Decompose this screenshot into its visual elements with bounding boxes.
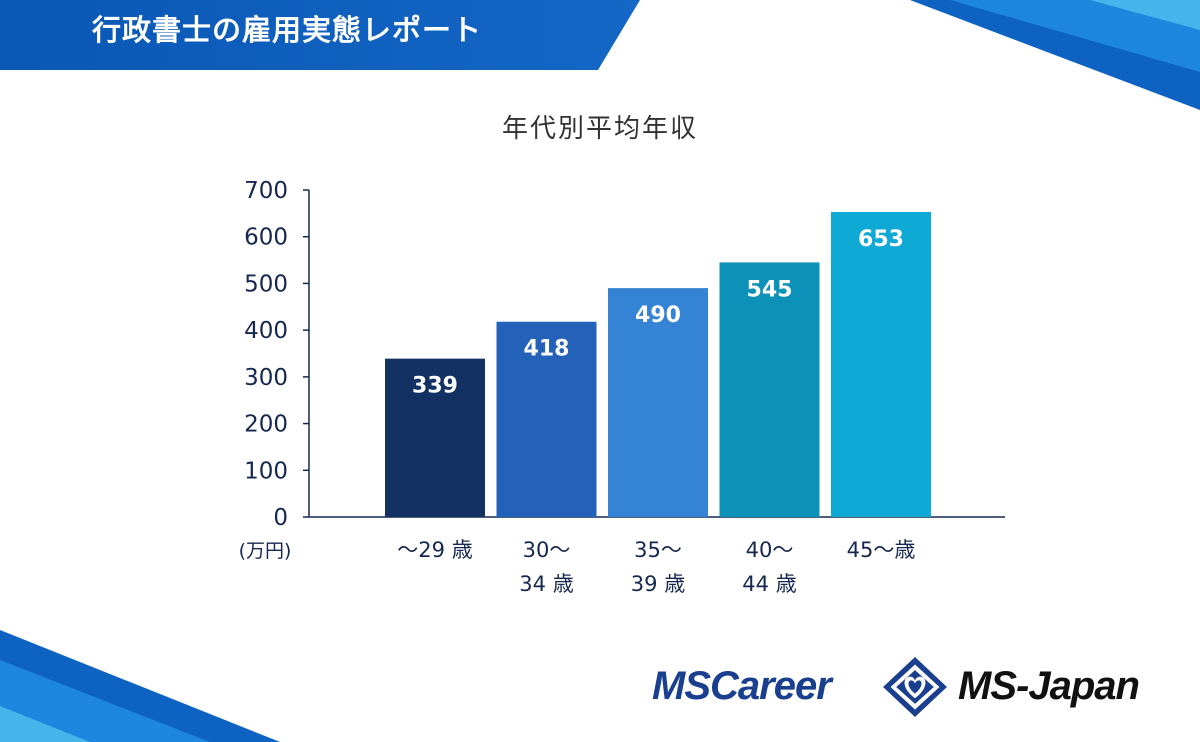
bar-value-label: 418 <box>524 337 570 362</box>
bar <box>496 321 597 517</box>
y-tick-label: 200 <box>244 412 288 438</box>
x-tick-label: 34 歳 <box>519 572 573 596</box>
bar-value-label: 653 <box>858 227 904 252</box>
x-tick-label: 〜29 歳 <box>397 538 472 562</box>
y-tick-label: 700 <box>244 178 288 204</box>
y-tick-label: 600 <box>244 225 288 251</box>
y-tick-label: 300 <box>244 365 288 391</box>
x-tick-label: 30〜 <box>523 538 571 562</box>
diamond-heart-logo-icon <box>883 656 947 718</box>
y-unit-label: (万円) <box>239 540 292 562</box>
header-banner <box>0 0 640 70</box>
chart-title: 年代別平均年収 <box>501 114 698 144</box>
bar <box>831 211 931 517</box>
bar <box>385 358 485 517</box>
x-tick-label: 45〜歳 <box>847 538 916 562</box>
bar-value-label: 490 <box>635 303 681 328</box>
y-tick-label: 400 <box>244 318 288 344</box>
x-tick-label: 44 歳 <box>742 572 796 596</box>
x-tick-label: 40〜 <box>746 538 794 562</box>
x-tick-label: 39 歳 <box>631 572 685 596</box>
msjapan-logo: MS-Japan <box>958 664 1140 708</box>
bar <box>719 262 820 517</box>
bar-value-label: 339 <box>412 374 458 399</box>
x-tick-label: 35〜 <box>634 538 682 562</box>
bar <box>608 288 708 517</box>
y-tick-label: 100 <box>244 458 288 484</box>
y-tick-label: 0 <box>273 505 288 531</box>
mscareer-logo: MSCareer <box>652 664 832 708</box>
page-title: 行政書士の雇用実態レポート <box>92 13 483 47</box>
y-tick-label: 500 <box>244 271 288 297</box>
bar-value-label: 545 <box>747 277 793 302</box>
